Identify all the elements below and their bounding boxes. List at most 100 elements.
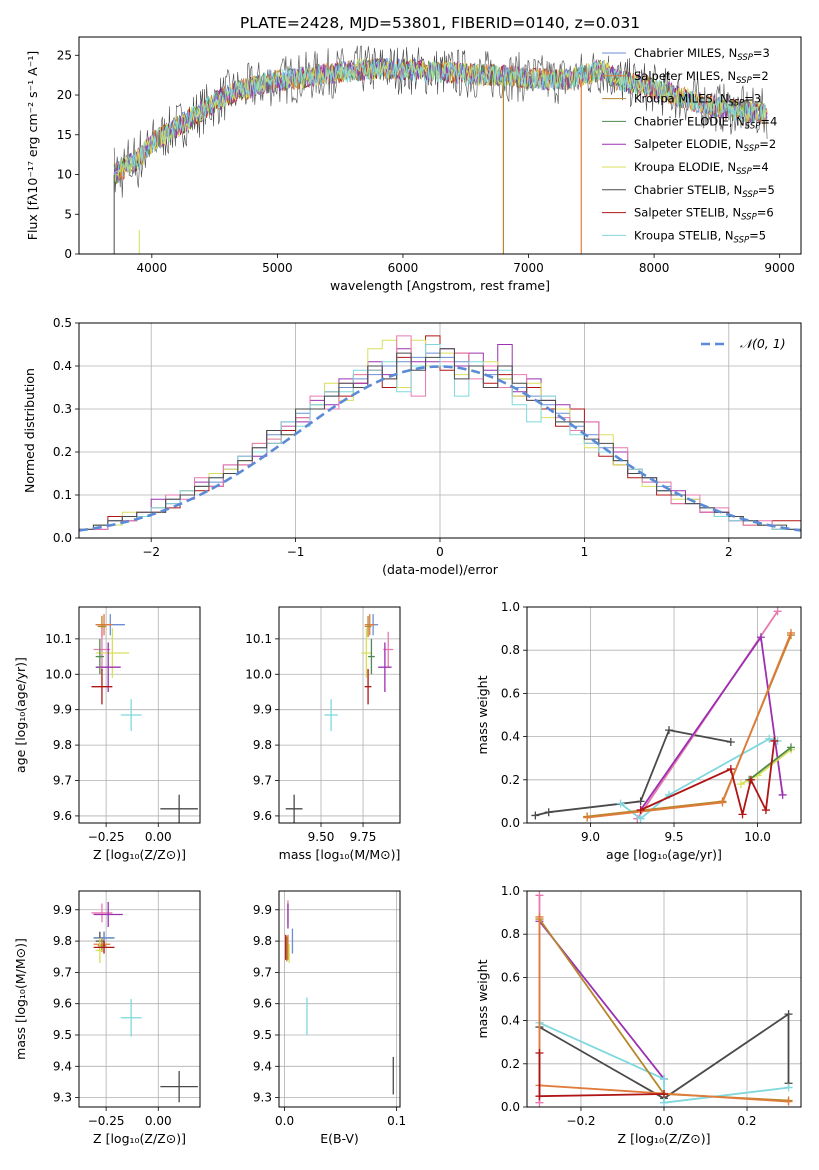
x-tick-label: 10.0: [744, 830, 771, 844]
weight-marker: [778, 790, 787, 799]
y-tick-label: 9.6: [253, 809, 272, 823]
weight-marker: [660, 1090, 668, 1099]
y-tick-label: 0.2: [501, 1057, 520, 1071]
x-axis-label: (data-model)/error: [382, 562, 499, 577]
weight-marker: [738, 810, 747, 819]
axes-frame: [278, 890, 401, 1108]
y-tick-label: 0.3: [53, 402, 72, 416]
x-tick-label: 1: [581, 545, 589, 559]
y-tick-label: 1.0: [501, 884, 520, 898]
weight-line: [639, 634, 784, 811]
panel-age_vs_mass: 9.50 9.75 9.6 9.7 9.8 9.9 10.0 10.1 mass [log₁₀(…: [245, 606, 401, 862]
weight-marker: [718, 798, 727, 807]
y-axis-label: mass [log₁₀(M/M⊙)]: [13, 938, 28, 1060]
x-axis-label: Z [log₁₀(Z/Z⊙)]: [93, 847, 186, 862]
x-tick-label: −1: [287, 545, 305, 559]
weight-marker: [665, 726, 674, 735]
y-tick-label: 9.7: [53, 774, 72, 788]
x-tick-label: 9.75: [350, 830, 377, 844]
y-tick-label: 9.9: [253, 703, 272, 717]
plot-area: [531, 607, 795, 823]
weight-marker: [736, 780, 745, 789]
y-tick-label: 0.2: [53, 445, 72, 459]
y-axis-label: Flux [fλ10⁻¹⁷ erg cm⁻² s⁻¹ A⁻¹]: [25, 51, 40, 240]
panel-spectrum: Chabrier MILES, NSSP=3 Salpeter MILES, NS…: [25, 36, 802, 293]
x-tick-label: 0: [436, 545, 444, 559]
y-tick-label: 9.7: [53, 965, 72, 979]
x-axis-label: age [log₁₀(age/yr)]: [606, 847, 722, 862]
spectrum-line: [113, 57, 768, 185]
y-tick-label: 0.1: [53, 488, 72, 502]
x-tick-label: 0.00: [145, 1114, 172, 1128]
x-tick-label: −0.25: [88, 830, 125, 844]
x-tick-label: 2: [725, 545, 733, 559]
y-tick-label: 9.3: [53, 1091, 72, 1105]
weight-marker: [531, 811, 540, 820]
y-tick-label: 9.3: [253, 1091, 272, 1105]
y-tick-label: 9.5: [253, 1028, 272, 1042]
x-tick-label: −0.25: [88, 1114, 125, 1128]
y-tick-label: 9.9: [253, 903, 272, 917]
y-axis-label: mass weight: [475, 675, 490, 754]
plot-area: [285, 900, 394, 1095]
legend-label: Chabrier STELIB, NSSP=5: [634, 183, 775, 200]
weight-marker: [583, 813, 592, 822]
x-tick-label: −0.2: [566, 1114, 595, 1128]
y-tick-label: 0.4: [501, 1014, 520, 1028]
histogram-step: [79, 348, 801, 538]
weight-marker: [535, 1092, 544, 1101]
weight-marker: [756, 633, 765, 642]
x-tick-label: 0.0: [654, 1114, 673, 1128]
plot-area: [113, 45, 768, 254]
y-axis-label: age [log₁₀(age/yr)]: [13, 657, 28, 773]
legend-label: Kroupa ELODIE, NSSP=4: [634, 160, 769, 177]
weight-marker: [616, 799, 625, 808]
weight-marker: [535, 891, 544, 900]
y-tick-label: 9.6: [53, 809, 72, 823]
y-tick-label: 0.0: [501, 816, 520, 830]
weight-marker: [770, 736, 779, 745]
weight-line: [620, 737, 778, 820]
y-tick-label: 9.7: [253, 965, 272, 979]
legend-label: Salpeter STELIB, NSSP=6: [634, 206, 774, 223]
gaussian-curve: [79, 365, 801, 532]
x-axis-label: E(B-V): [320, 1131, 359, 1146]
axes-frame: [278, 606, 401, 824]
y-tick-label: 10: [57, 168, 72, 182]
x-tick-label: 9000: [764, 261, 795, 275]
x-tick-label: −2: [142, 545, 160, 559]
axes-frame: [526, 606, 802, 824]
legend-label: Kroupa STELIB, NSSP=5: [634, 228, 766, 245]
weight-marker: [726, 765, 735, 773]
y-tick-label: 9.5: [53, 1028, 72, 1042]
legend-label: Salpeter MILES, NSSP=2: [634, 69, 769, 86]
panel-mass_vs_Z: −0.25 0.00 9.3 9.4 9.5 9.6 9.7 9.8 9.9 Z [log₁₀(Z…: [13, 890, 201, 1146]
plot-area: [91, 901, 198, 1103]
plot-area: [79, 335, 801, 538]
y-tick-label: 1.0: [501, 600, 520, 614]
legend-label: Kroupa MILES, NSSP=3: [634, 92, 761, 109]
x-tick-label: 5000: [262, 261, 293, 275]
weight-marker: [773, 607, 782, 616]
weight-marker: [765, 734, 774, 743]
y-tick-label: 0.4: [501, 730, 520, 744]
y-tick-label: 9.8: [253, 738, 272, 752]
x-tick-label: 0.00: [145, 830, 172, 844]
y-tick-label: 9.8: [53, 934, 72, 948]
weight-marker: [786, 628, 795, 637]
weight-line: [587, 634, 792, 818]
y-tick-label: 9.4: [253, 1059, 272, 1073]
axes-frame: [78, 606, 201, 824]
weight-marker: [544, 808, 553, 817]
panel-weight_vs_Z: −0.2 0.0 0.2 0.0 0.2 0.4 0.6 0.8 1.0 Z [log₁₀(Z/Z…: [475, 884, 802, 1146]
x-axis-label: Z [log₁₀(Z/Z⊙)]: [618, 1131, 711, 1146]
y-tick-label: 0.2: [501, 773, 520, 787]
x-axis-label: Z [log₁₀(Z/Z⊙)]: [93, 1131, 186, 1146]
y-tick-label: 9.9: [53, 903, 72, 917]
x-axis-label: mass [log₁₀(M/M⊙)]: [279, 847, 401, 862]
y-tick-label: 9.4: [53, 1059, 72, 1073]
panel-mass_vs_EBV: 0.0 0.1 9.3 9.4 9.5 9.6 9.7 9.8 9.9 E(B-V): [253, 890, 406, 1146]
y-tick-label: 20: [57, 88, 72, 102]
y-tick-label: 0.0: [53, 531, 72, 545]
y-tick-label: 10.0: [45, 667, 72, 681]
